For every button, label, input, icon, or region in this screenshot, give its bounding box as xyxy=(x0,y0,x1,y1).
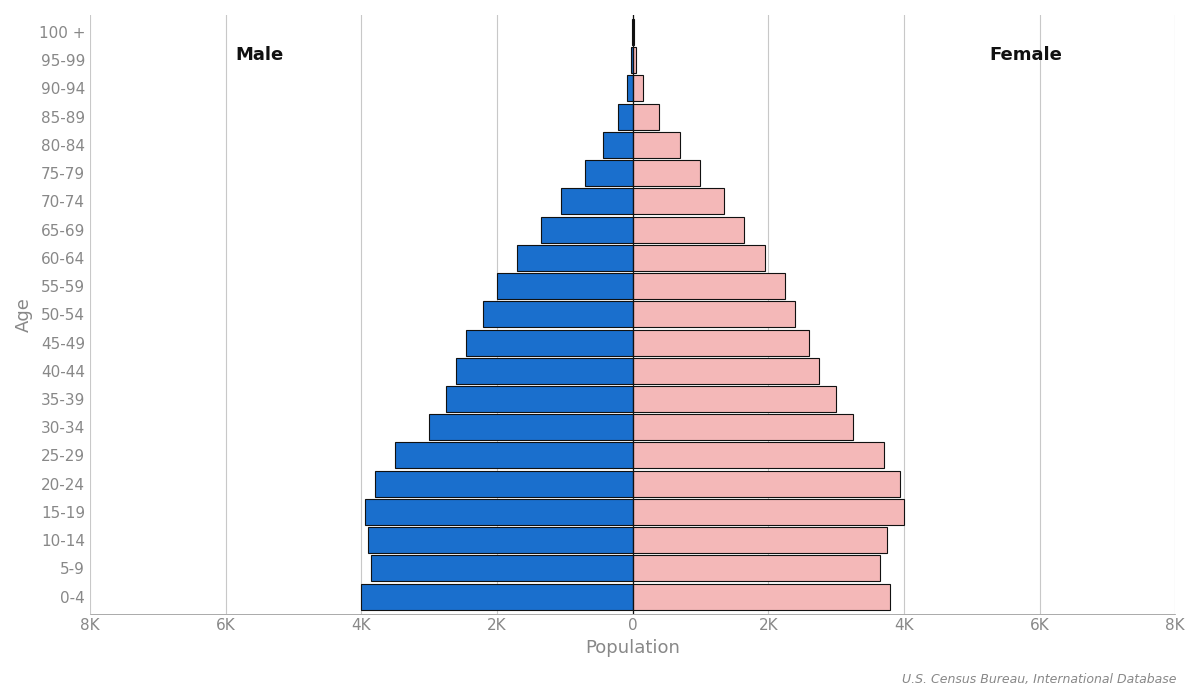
Bar xyxy=(632,470,900,497)
Bar xyxy=(365,499,632,525)
Y-axis label: Age: Age xyxy=(14,297,34,332)
Bar xyxy=(517,245,632,271)
Bar xyxy=(372,555,632,582)
Bar xyxy=(631,47,632,74)
Bar xyxy=(632,584,890,610)
Bar xyxy=(632,216,744,243)
Bar xyxy=(632,414,853,440)
Bar xyxy=(374,470,632,497)
Bar xyxy=(456,358,632,384)
Bar xyxy=(632,76,643,101)
Bar xyxy=(541,216,632,243)
Bar xyxy=(632,245,764,271)
Bar xyxy=(632,555,880,582)
Bar xyxy=(632,330,809,356)
Bar xyxy=(430,414,632,440)
Bar xyxy=(484,301,632,328)
Bar xyxy=(618,104,632,130)
Bar xyxy=(632,301,796,328)
Bar xyxy=(632,273,785,299)
X-axis label: Population: Population xyxy=(586,639,680,657)
Bar xyxy=(368,527,632,553)
Bar xyxy=(628,76,632,101)
Bar xyxy=(632,499,904,525)
Bar xyxy=(632,132,680,158)
Text: Male: Male xyxy=(235,46,283,64)
Bar xyxy=(632,358,820,384)
Bar xyxy=(467,330,632,356)
Bar xyxy=(395,442,632,468)
Text: Female: Female xyxy=(990,46,1062,64)
Bar xyxy=(562,188,632,214)
Bar xyxy=(632,188,724,214)
Text: U.S. Census Bureau, International Database: U.S. Census Bureau, International Databa… xyxy=(901,673,1176,686)
Bar xyxy=(604,132,632,158)
Bar xyxy=(632,104,659,130)
Bar xyxy=(632,386,836,412)
Bar xyxy=(632,47,636,74)
Bar xyxy=(586,160,632,186)
Bar xyxy=(632,442,883,468)
Bar xyxy=(497,273,632,299)
Bar xyxy=(361,584,632,610)
Bar xyxy=(446,386,632,412)
Bar xyxy=(632,160,701,186)
Bar xyxy=(632,527,887,553)
